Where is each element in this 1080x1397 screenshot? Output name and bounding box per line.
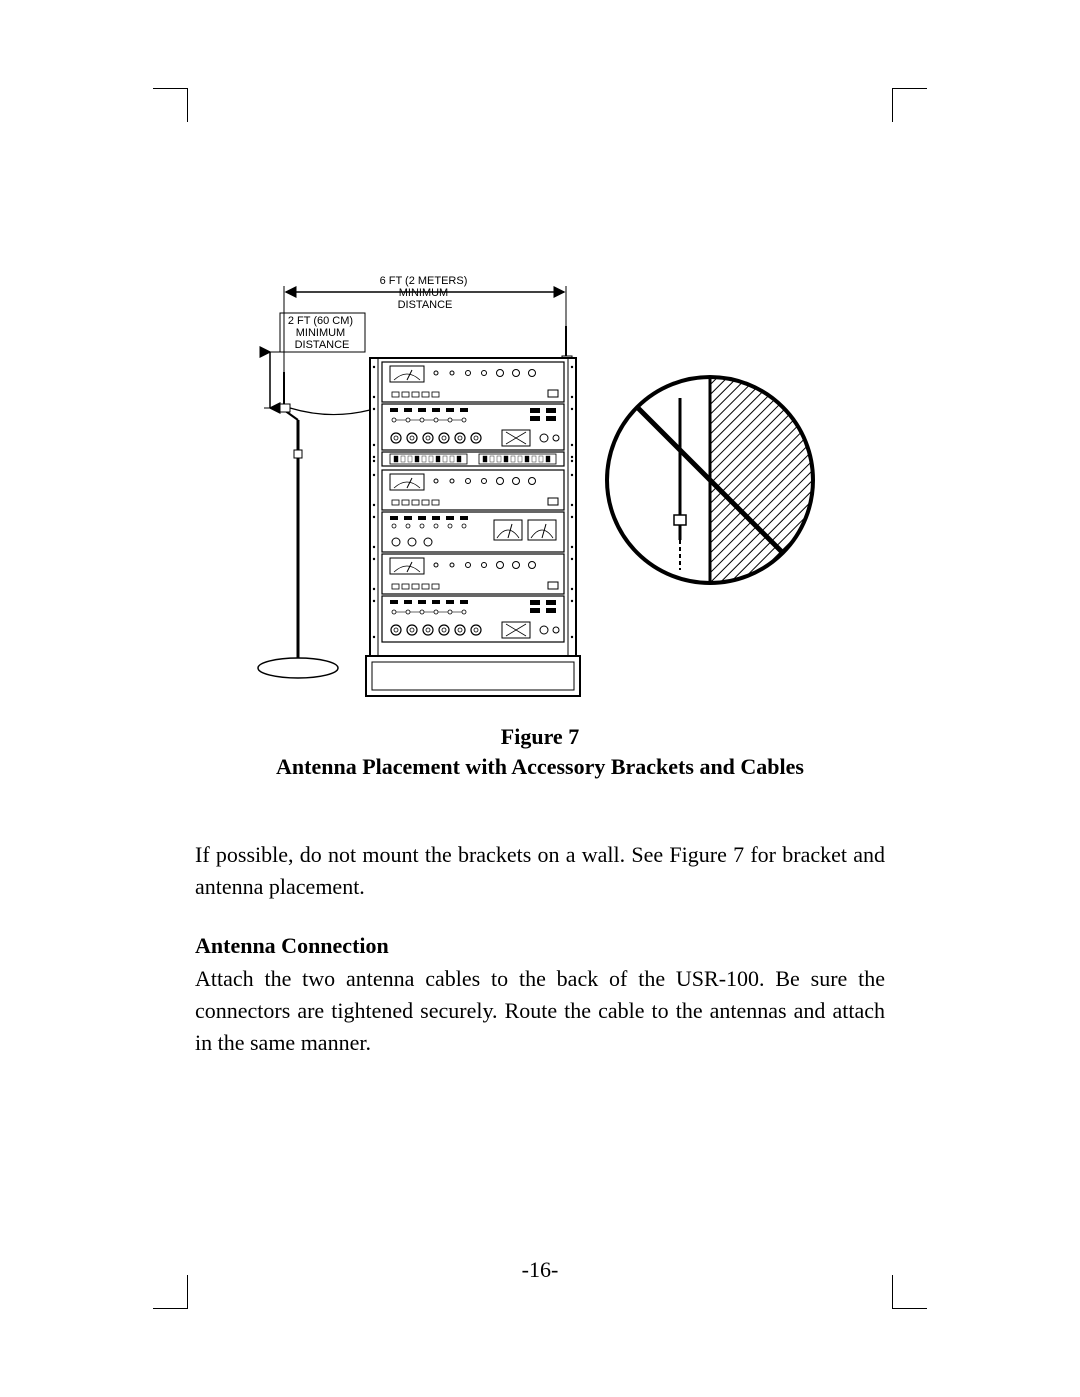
crop-mark bbox=[153, 1308, 187, 1309]
paragraph-2: Attach the two antenna cables to the bac… bbox=[195, 963, 885, 1059]
crop-mark bbox=[893, 1308, 927, 1309]
figure-wrap: 6 FT (2 METERS) MINIMUM DISTANCE 2 FT (6… bbox=[195, 270, 885, 700]
crop-mark bbox=[893, 88, 927, 89]
page-content: 6 FT (2 METERS) MINIMUM DISTANCE 2 FT (6… bbox=[195, 270, 885, 1277]
prohibition-symbol bbox=[607, 377, 813, 583]
crop-mark bbox=[892, 88, 893, 122]
figure-caption: Figure 7 Antenna Placement with Accessor… bbox=[195, 722, 885, 781]
svg-text:6 FT (2 METERS) MINI: 6 FT (2 METERS) MINIMUM DISTANCE bbox=[380, 275, 471, 311]
dimension-vertical: 2 FT (60 CM) MINIMUM DISTANCE bbox=[264, 312, 364, 408]
crop-mark bbox=[892, 1275, 893, 1309]
crop-mark bbox=[187, 88, 188, 122]
page-number: -16- bbox=[195, 1257, 885, 1283]
caption-line2: Antenna Placement with Accessory Bracket… bbox=[195, 752, 885, 782]
mic-stand bbox=[258, 372, 370, 678]
figure-diagram: 6 FT (2 METERS) MINIMUM DISTANCE 2 FT (6… bbox=[250, 270, 830, 700]
svg-text:2 FT (60 CM) MINIMUM: 2 FT (60 CM) MINIMUM DISTANCE bbox=[288, 315, 356, 351]
crop-mark bbox=[153, 88, 187, 89]
paragraph-1: If possible, do not mount the brackets o… bbox=[195, 839, 885, 903]
equipment-rack bbox=[366, 358, 580, 696]
subheading-antenna-connection: Antenna Connection bbox=[195, 933, 885, 959]
caption-line1: Figure 7 bbox=[195, 722, 885, 752]
crop-mark bbox=[187, 1275, 188, 1309]
